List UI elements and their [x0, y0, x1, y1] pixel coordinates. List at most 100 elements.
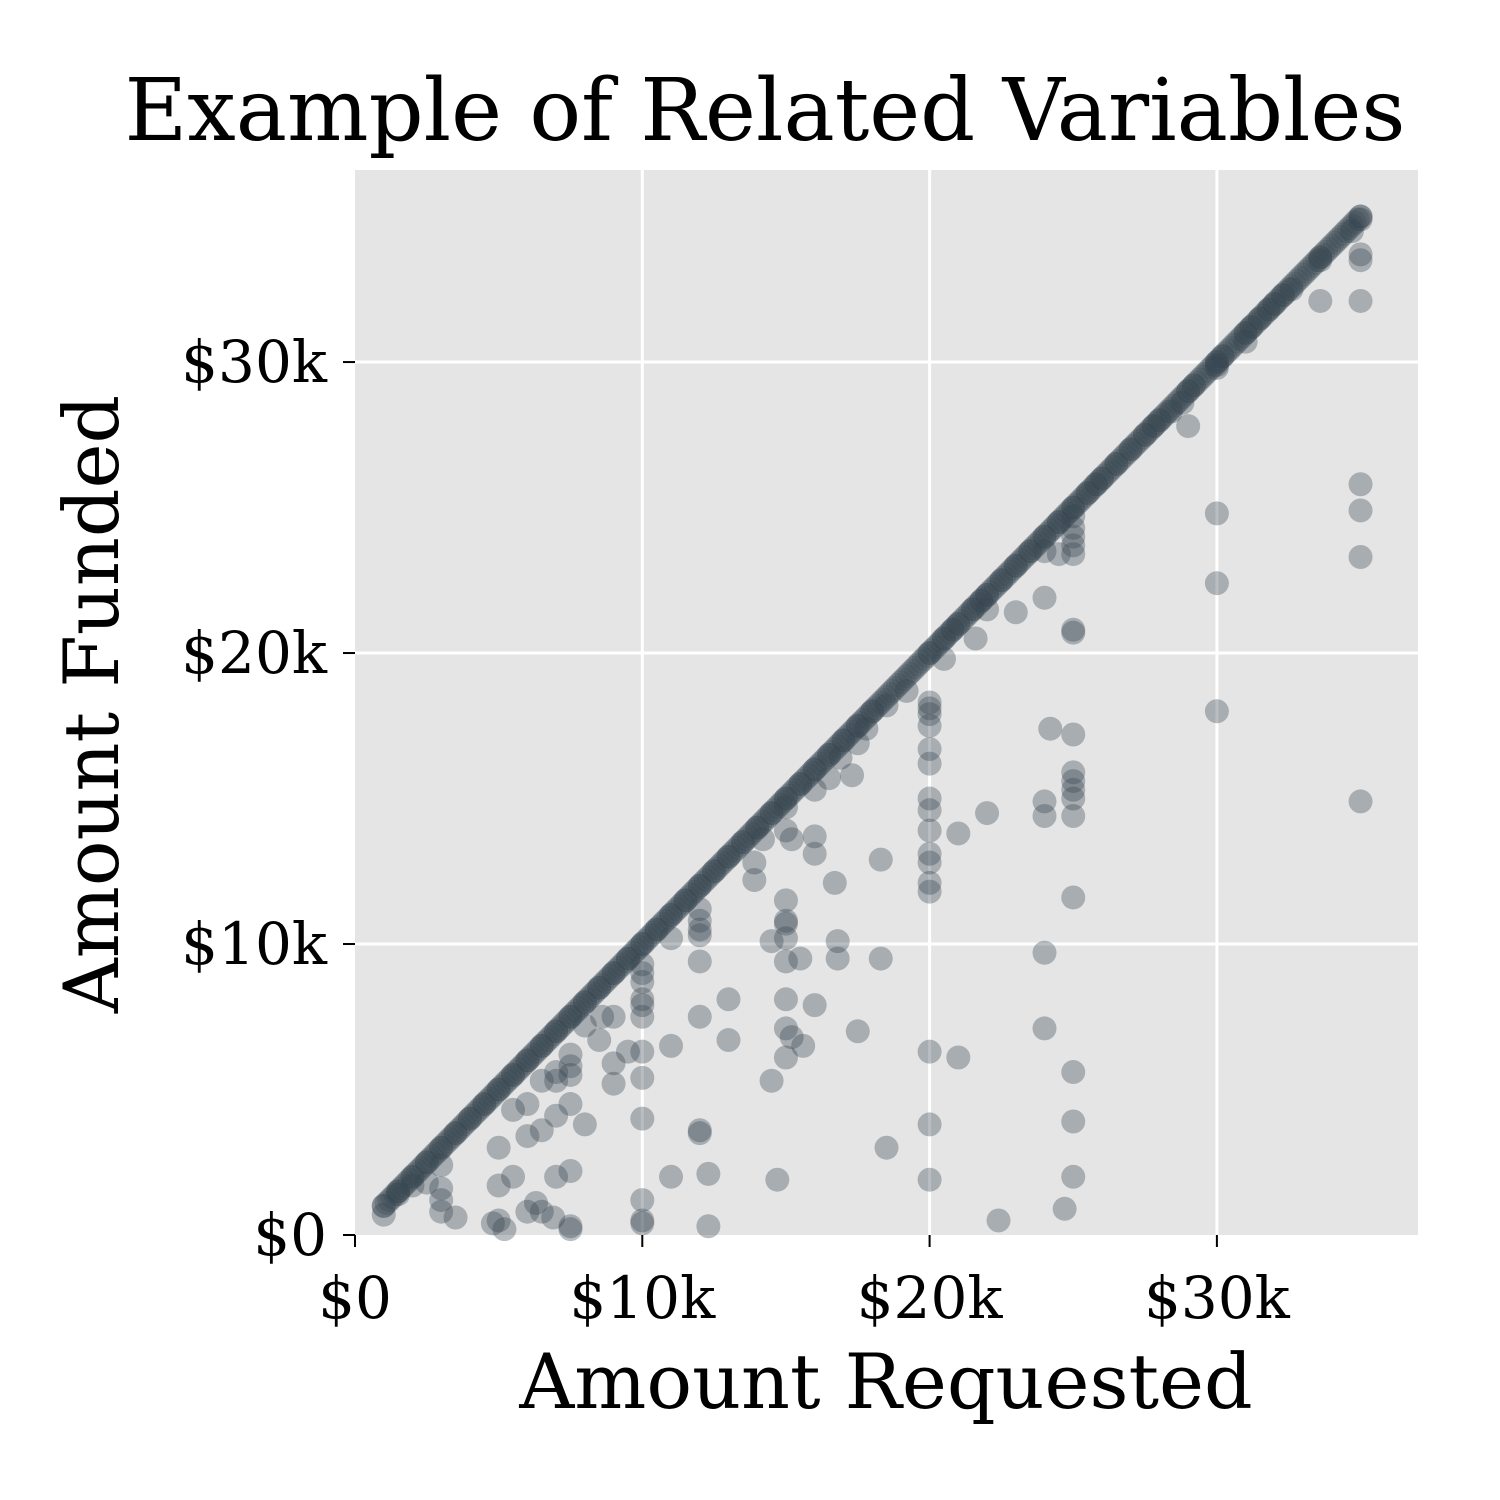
data-point [963, 626, 988, 651]
data-point [659, 1033, 684, 1058]
data-point [584, 978, 609, 1003]
data-point [1213, 341, 1238, 366]
data-point [773, 888, 798, 913]
data-point [621, 940, 646, 965]
data-point [1158, 396, 1183, 421]
data-point [601, 961, 626, 986]
data-points [371, 204, 1373, 1242]
data-point [1061, 769, 1086, 794]
data-point [486, 1077, 511, 1102]
data-point [1348, 498, 1373, 523]
data-point [687, 908, 712, 933]
data-point [1089, 466, 1114, 491]
data-point [946, 611, 971, 636]
data-point [587, 1028, 612, 1053]
data-point [917, 641, 942, 666]
data-point [558, 1004, 583, 1029]
data-point [501, 1062, 526, 1087]
data-point [906, 652, 931, 677]
data-point [963, 594, 988, 619]
data-point [1199, 355, 1224, 380]
data-point [931, 646, 956, 671]
data-point [1196, 358, 1221, 383]
data-point [581, 981, 606, 1006]
data-point [1121, 434, 1146, 459]
data-point [917, 818, 942, 843]
data-point [506, 1057, 531, 1082]
data-point [630, 1211, 655, 1236]
data-point [630, 932, 655, 957]
data-point [1233, 320, 1258, 345]
data-point [1118, 437, 1143, 462]
data-point [831, 728, 856, 753]
data-point [486, 1173, 511, 1198]
data-point [1153, 402, 1178, 427]
data-point [644, 917, 669, 942]
data-point [868, 690, 893, 715]
data-point [1023, 533, 1048, 558]
data-point [773, 818, 798, 843]
data-point [1081, 475, 1106, 500]
data-point [590, 1004, 615, 1029]
data-point [825, 734, 850, 759]
data-point [676, 885, 701, 910]
data-point [1176, 379, 1201, 404]
data-point [1170, 390, 1195, 415]
data-point [690, 870, 715, 895]
data-point [1046, 510, 1071, 535]
data-point [822, 737, 847, 762]
data-point [1029, 527, 1054, 552]
data-point [1061, 495, 1086, 520]
data-point [773, 795, 798, 820]
data-point [1322, 230, 1347, 255]
data-point [1009, 547, 1034, 572]
data-point [521, 1042, 546, 1067]
data-point [730, 830, 755, 855]
data-point [1348, 242, 1373, 267]
data-point [644, 917, 669, 942]
data-point [1084, 472, 1109, 497]
data-point [518, 1045, 543, 1070]
data-point [802, 993, 827, 1018]
data-point [917, 702, 942, 727]
data-point [776, 783, 801, 808]
data-point [888, 670, 913, 695]
data-point [1262, 291, 1287, 316]
data-point [716, 844, 741, 869]
data-point [917, 737, 942, 762]
data-point [630, 1004, 655, 1029]
data-point [486, 1135, 511, 1160]
data-point [926, 632, 951, 657]
data-point [630, 961, 655, 986]
data-point [1032, 524, 1057, 549]
data-point [1256, 297, 1281, 322]
data-point [837, 722, 862, 747]
data-point [503, 1060, 528, 1085]
data-point [998, 559, 1023, 584]
data-point [437, 1126, 462, 1151]
data-point [1089, 466, 1114, 491]
data-point [828, 745, 853, 770]
data-point [647, 914, 672, 939]
data-point [1104, 451, 1129, 476]
data-point [509, 1054, 534, 1079]
data-point [900, 658, 925, 683]
data-point [414, 1150, 439, 1175]
data-point [526, 1036, 551, 1061]
data-point [742, 850, 767, 875]
data-point [995, 562, 1020, 587]
data-point [1348, 288, 1373, 313]
data-point [636, 926, 661, 951]
data-point [673, 888, 698, 913]
data-point [702, 859, 727, 884]
data-point [917, 1039, 942, 1064]
data-point [380, 1185, 405, 1210]
data-point [601, 961, 626, 986]
data-point [515, 1092, 540, 1117]
data-point [440, 1124, 465, 1149]
data-point [957, 600, 982, 625]
data-point [529, 1033, 554, 1058]
data-point [567, 996, 592, 1021]
data-point [865, 693, 890, 718]
data-point [940, 617, 965, 642]
